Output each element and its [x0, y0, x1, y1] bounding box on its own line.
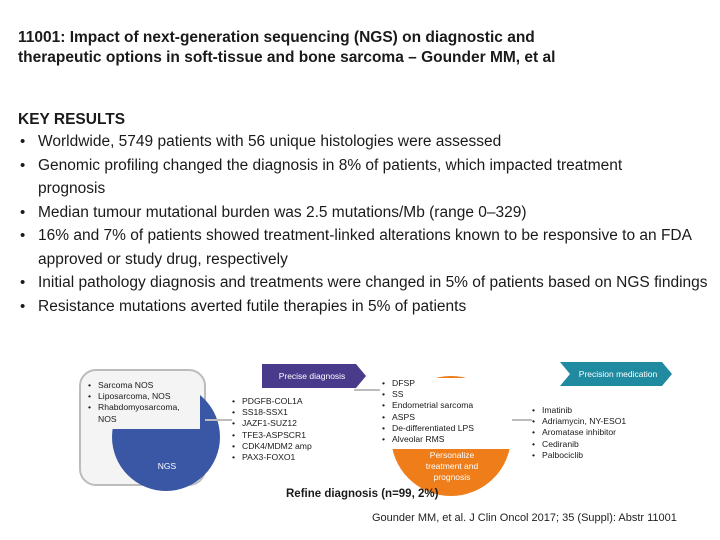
initial-diagnosis-item: Sarcoma NOS — [88, 380, 200, 391]
fusion-item: PAX3-FOXO1 — [232, 452, 352, 463]
medication-item: Imatinib — [532, 405, 642, 416]
result-item: • Resistance mutations averted futile the… — [18, 295, 718, 319]
slide-title: 11001: Impact of next-generation sequenc… — [18, 29, 556, 66]
refine-diagnosis-caption: Refine diagnosis (n=99, 2%) — [286, 488, 439, 500]
result-item: • Worldwide, 5749 patients with 56 unique… — [18, 130, 718, 154]
key-results: KEY RESULTS • Worldwide, 5749 patients wi… — [18, 110, 718, 318]
citation: Gounder MM, et al. J Clin Oncol 2017; 35… — [372, 512, 677, 524]
medication-item: Adriamycin, NY-ESO1 — [532, 416, 642, 427]
fusion-list: PDGFB-COL1A SS18-SSX1 JAZF1-SUZ12 TFE3-A… — [232, 396, 352, 463]
result-item: • Initial pathology diagnosis and treatme… — [18, 271, 720, 295]
result-item: • 16% and 7% of patients showed treatment… — [18, 224, 720, 271]
revised-diagnosis-item: ASPS — [382, 412, 512, 423]
revised-diagnosis-item: DFSP — [382, 378, 512, 389]
revised-diagnosis-item: SS — [382, 389, 512, 400]
fusion-item: SS18-SSX1 — [232, 407, 352, 418]
bullet-icon: • — [20, 297, 26, 315]
revised-diagnosis-item: De-differentiated LPS — [382, 423, 512, 434]
medication-list: Imatinib Adriamycin, NY-ESO1 Aromatase i… — [532, 405, 642, 461]
revised-diagnosis-item: Endometrial sarcoma — [382, 400, 512, 411]
personalize-label: Personalize treatment and prognosis — [425, 449, 479, 482]
initial-diagnosis-item: Liposarcoma, NOS — [88, 391, 200, 402]
results-list: • Worldwide, 5749 patients with 56 unique… — [18, 130, 718, 318]
bullet-icon: • — [20, 227, 26, 244]
initial-diagnosis-item: Rhabdomyosarcoma, NOS — [88, 402, 200, 424]
bullet-icon: • — [20, 156, 26, 174]
bullet-icon: • — [20, 203, 26, 221]
fusion-item: TFE3-ASPSCR1 — [232, 430, 352, 441]
fusion-item: PDGFB-COL1A — [232, 396, 352, 407]
result-item: • Median tumour mutational burden was 2.5… — [18, 201, 718, 225]
precise-diagnosis-arrow — [262, 364, 366, 388]
key-results-heading: KEY RESULTS — [18, 111, 126, 128]
precision-medication-label: Precision medication — [578, 369, 658, 379]
result-item: • Genomic profiling changed the diagnosis… — [18, 154, 678, 201]
bullet-icon: • — [20, 274, 26, 291]
medication-item: Palbociclib — [532, 450, 642, 461]
revised-diagnosis-item: Alveolar RMS — [382, 434, 512, 445]
fusion-item: JAZF1-SUZ12 — [232, 418, 352, 429]
medication-item: Aromatase inhibitor — [532, 427, 642, 438]
ngs-label: NGS — [157, 461, 177, 471]
medication-item: Cediranib — [532, 439, 642, 450]
precision-medication-arrow — [560, 362, 672, 386]
fusion-item: CDK4/MDM2 amp — [232, 441, 352, 452]
initial-diagnosis-list: Sarcoma NOS Liposarcoma, NOS Rhabdomyosa… — [88, 378, 200, 429]
bullet-icon: • — [20, 133, 26, 150]
precise-diagnosis-label: Precise diagnosis — [278, 371, 346, 381]
revised-diagnosis-list: DFSP SS Endometrial sarcoma ASPS De-diff… — [382, 378, 512, 450]
